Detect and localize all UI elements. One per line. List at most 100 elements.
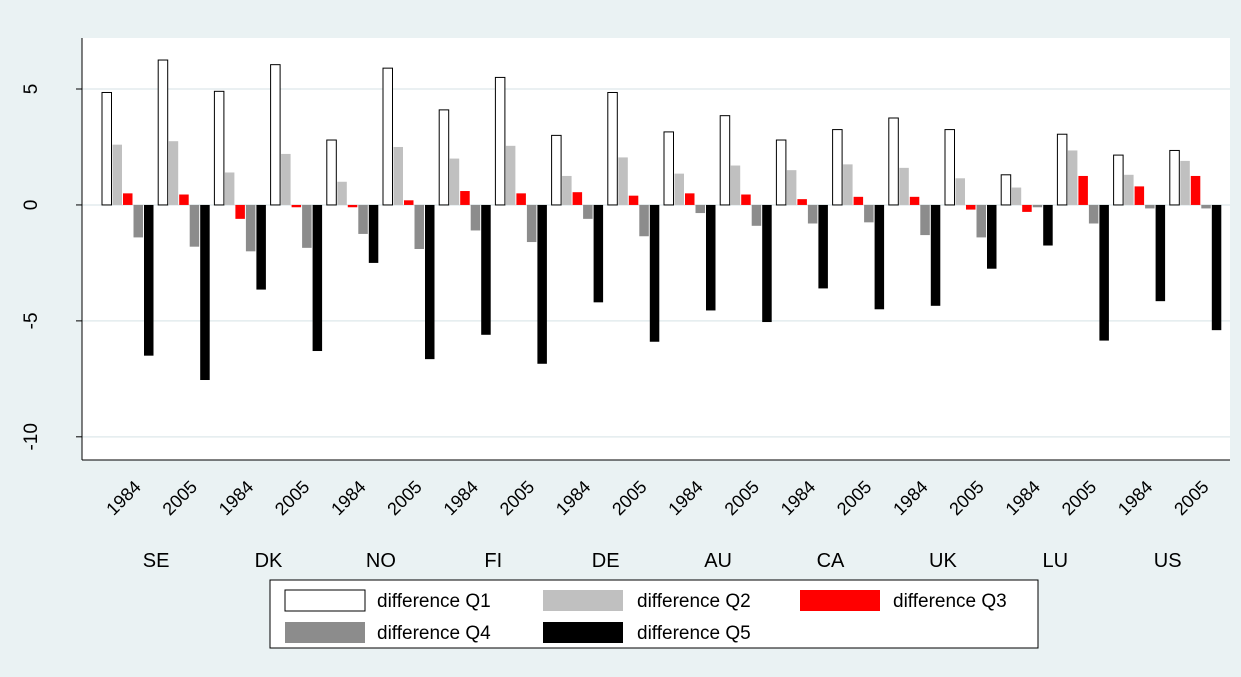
country-label: DE bbox=[592, 550, 620, 572]
bar bbox=[101, 91, 112, 206]
bar bbox=[1032, 204, 1043, 208]
bar bbox=[368, 204, 379, 263]
y-tick-label: -10 bbox=[21, 423, 42, 450]
bar bbox=[481, 204, 491, 335]
bar bbox=[944, 129, 955, 206]
bar bbox=[807, 204, 818, 224]
bar bbox=[291, 204, 302, 208]
country-label: DK bbox=[255, 550, 283, 572]
bar bbox=[516, 193, 526, 205]
legend-swatch bbox=[800, 590, 880, 611]
bar bbox=[123, 193, 133, 205]
bar bbox=[1113, 154, 1124, 206]
bar bbox=[449, 158, 460, 205]
legend-swatch bbox=[543, 590, 623, 611]
axes: 5 0 -5 -10 bbox=[21, 38, 1230, 461]
bar bbox=[888, 117, 899, 206]
bar bbox=[1056, 133, 1068, 206]
bar bbox=[144, 204, 154, 356]
bar bbox=[393, 146, 403, 205]
bar bbox=[618, 157, 628, 205]
bar bbox=[966, 204, 976, 210]
bar bbox=[1145, 204, 1155, 209]
bar bbox=[358, 204, 368, 234]
bar bbox=[256, 204, 266, 290]
bar bbox=[987, 204, 997, 269]
bar bbox=[270, 64, 281, 206]
legend-label: difference Q4 bbox=[377, 623, 491, 644]
legend-swatch bbox=[543, 622, 623, 643]
bar bbox=[337, 181, 347, 205]
bar bbox=[797, 199, 807, 205]
bar bbox=[494, 76, 506, 206]
bar bbox=[1078, 175, 1088, 205]
bar bbox=[1000, 174, 1012, 206]
bar bbox=[639, 204, 649, 237]
bar bbox=[786, 170, 797, 205]
bar bbox=[649, 204, 660, 342]
bar bbox=[200, 204, 210, 381]
bar bbox=[470, 204, 481, 231]
bar bbox=[674, 173, 684, 205]
bar bbox=[382, 67, 393, 206]
country-label: SE bbox=[143, 550, 170, 572]
bar bbox=[133, 204, 143, 238]
bar bbox=[843, 164, 853, 205]
bar bbox=[1088, 204, 1099, 224]
bar bbox=[909, 196, 920, 205]
bar bbox=[1155, 204, 1166, 302]
bar bbox=[853, 196, 864, 205]
bar bbox=[741, 194, 751, 205]
bar bbox=[1124, 174, 1134, 205]
bars bbox=[101, 59, 1222, 381]
bar bbox=[864, 204, 874, 223]
bar bbox=[1099, 204, 1109, 341]
bar bbox=[326, 139, 337, 206]
bar bbox=[695, 204, 705, 214]
bar bbox=[281, 153, 291, 205]
bar bbox=[1180, 160, 1190, 205]
bar bbox=[505, 145, 516, 205]
bar bbox=[607, 91, 618, 206]
bar bbox=[818, 204, 828, 289]
bar bbox=[112, 144, 122, 205]
bar bbox=[460, 191, 470, 205]
legend-label: difference Q1 bbox=[377, 591, 491, 612]
bar bbox=[179, 194, 189, 205]
bar bbox=[1201, 204, 1211, 209]
bar bbox=[551, 134, 562, 206]
bar bbox=[347, 204, 358, 208]
legend: difference Q1 difference Q2 difference Q3 d… bbox=[269, 579, 1039, 649]
bar bbox=[425, 204, 435, 360]
bar bbox=[976, 204, 986, 238]
country-label: AU bbox=[704, 550, 732, 572]
legend-label: difference Q5 bbox=[637, 623, 751, 644]
bar bbox=[312, 204, 323, 352]
legend-label: difference Q3 bbox=[893, 591, 1007, 612]
bar bbox=[628, 195, 639, 205]
bar bbox=[930, 204, 941, 306]
bar bbox=[719, 115, 731, 206]
y-tick-label: 0 bbox=[21, 200, 42, 211]
country-label: US bbox=[1154, 550, 1182, 572]
bar bbox=[245, 204, 256, 252]
bar bbox=[955, 178, 965, 205]
bar bbox=[583, 204, 593, 219]
bar bbox=[706, 204, 716, 311]
bar bbox=[775, 139, 787, 206]
legend-swatch bbox=[285, 622, 365, 643]
bar bbox=[1134, 186, 1145, 205]
bar bbox=[224, 172, 235, 205]
bar bbox=[832, 129, 843, 206]
legend-swatch bbox=[284, 589, 366, 612]
country-label: FI bbox=[484, 550, 502, 572]
legend-label: difference Q2 bbox=[637, 591, 751, 612]
bar bbox=[404, 200, 414, 205]
legend-box bbox=[269, 579, 1039, 649]
country-label: UK bbox=[929, 550, 957, 572]
bar bbox=[526, 204, 537, 243]
bar bbox=[414, 204, 424, 249]
bar bbox=[730, 165, 741, 205]
bar bbox=[751, 204, 762, 226]
